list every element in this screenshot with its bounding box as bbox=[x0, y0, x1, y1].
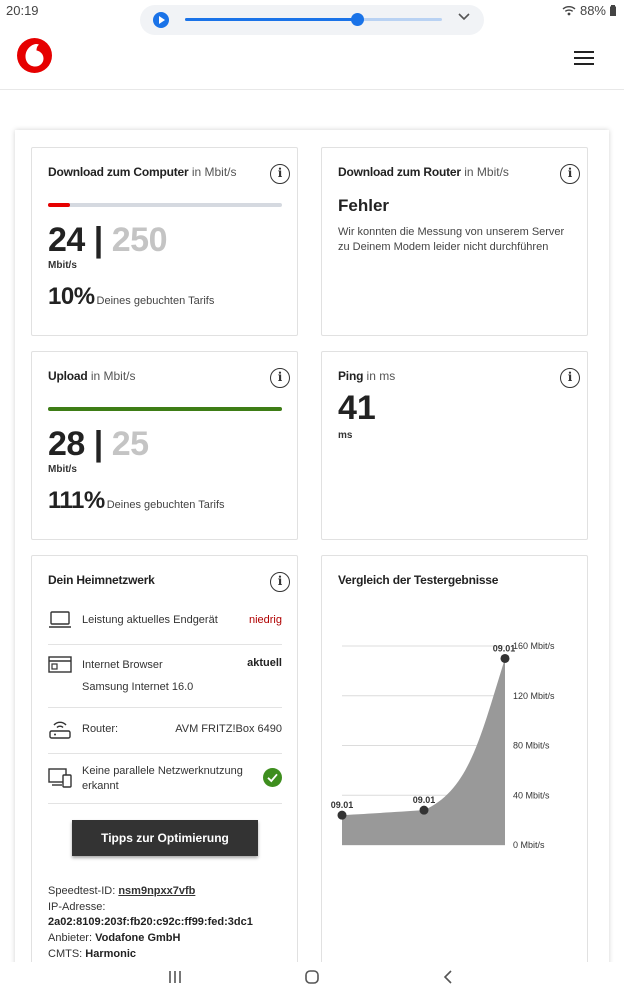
comparison-chart: 160 Mbit/s 120 Mbit/s 80 Mbit/s 40 Mbit/s 0 … bbox=[331, 641, 555, 850]
optimization-tips-button[interactable]: Tipps zur Optimierung bbox=[72, 820, 258, 856]
battery-percent: 88% bbox=[579, 3, 606, 18]
status-current: aktuell bbox=[247, 657, 282, 669]
area-series bbox=[342, 658, 505, 845]
recent-apps-icon[interactable] bbox=[168, 970, 182, 984]
row-label: Router: bbox=[82, 723, 119, 735]
browser-row: Internet Browser aktuell Samsung Interne… bbox=[48, 645, 282, 708]
home-network-card: Dein Heimnetzwerk i Leistung aktuelles E… bbox=[31, 555, 298, 970]
card-title: Ping in ms bbox=[338, 369, 396, 383]
data-point-label: 09.01 bbox=[331, 800, 354, 810]
download-progress-fill bbox=[48, 203, 71, 207]
device-performance-row: Leistung aktuelles Endgerät niedrig bbox=[48, 604, 282, 645]
chevron-down-icon[interactable] bbox=[458, 13, 470, 21]
devices-icon bbox=[48, 768, 72, 788]
router-row: Router: AVM FRITZ!Box 6490 bbox=[48, 708, 282, 754]
ip-label: IP-Adresse: bbox=[48, 901, 106, 913]
measured-value: 28 bbox=[48, 425, 85, 463]
percent-text: Deines gebuchten Tarifs bbox=[96, 295, 215, 307]
upload-progress-fill bbox=[48, 407, 282, 411]
row-label: Leistung aktuelles Endgerät bbox=[82, 614, 218, 626]
speedtest-id-link[interactable]: nsm9npxx7vfb bbox=[118, 885, 196, 897]
value-unit: Mbit/s bbox=[48, 464, 77, 475]
wifi-icon bbox=[562, 6, 576, 16]
provider: Anbieter: Vodafone GmbH bbox=[48, 932, 181, 944]
y-tick-label: 120 Mbit/s bbox=[513, 691, 555, 701]
card-title: Download zum Computer in Mbit/s bbox=[48, 165, 237, 179]
y-tick-label: 40 Mbit/s bbox=[513, 790, 550, 800]
error-title: Fehler bbox=[338, 196, 390, 215]
media-seekbar[interactable] bbox=[185, 13, 442, 26]
card-title: Vergleich der Testergebnisse bbox=[338, 573, 499, 587]
router-icon bbox=[49, 721, 71, 739]
y-tick-label: 160 Mbit/s bbox=[513, 641, 555, 651]
card-title: Dein Heimnetzwerk bbox=[48, 573, 155, 587]
status-time: 20:19 bbox=[6, 3, 39, 18]
upload-progress-bar bbox=[48, 407, 282, 411]
card-title: Download zum Router in Mbit/s bbox=[338, 165, 509, 179]
site-header bbox=[0, 22, 624, 90]
measured-value: 24 bbox=[48, 221, 85, 259]
row-label: Keine parallele Netzwerknutzung erkannt bbox=[82, 765, 243, 792]
y-tick-label: 0 Mbit/s bbox=[513, 840, 545, 850]
booked-value: 250 bbox=[111, 221, 168, 259]
parallel-usage-row: Keine parallele Netzwerknutzung erkannt bbox=[48, 754, 282, 804]
status-right: 88% bbox=[562, 3, 616, 18]
info-icon[interactable]: i bbox=[560, 368, 580, 388]
status-bar: 20:19 88% bbox=[0, 0, 624, 22]
percent-value: 111% bbox=[48, 487, 105, 514]
booked-value: 25 bbox=[111, 425, 149, 463]
download-router-card: Download zum Router in Mbit/s i Fehler W… bbox=[321, 147, 588, 336]
info-icon[interactable]: i bbox=[270, 164, 290, 184]
data-point-label: 09.01 bbox=[493, 643, 516, 653]
data-point bbox=[500, 653, 510, 663]
media-seekbar-knob[interactable] bbox=[351, 13, 365, 26]
data-point-label: 09.01 bbox=[413, 795, 436, 805]
media-seekbar-fill bbox=[185, 18, 358, 21]
percent-row: 10% Deines gebuchten Tarifs bbox=[48, 283, 214, 311]
vodafone-logo[interactable] bbox=[16, 37, 53, 74]
data-point bbox=[419, 805, 429, 815]
upload-values: 28 | 25 bbox=[48, 425, 149, 463]
system-nav-bar bbox=[0, 962, 624, 998]
check-icon bbox=[263, 768, 282, 787]
play-icon[interactable] bbox=[153, 12, 169, 28]
row-label: Internet Browser bbox=[82, 659, 163, 671]
download-computer-card: Download zum Computer in Mbit/s i 24 | 2… bbox=[31, 147, 298, 336]
speedtest-results-panel: Download zum Computer in Mbit/s i 24 | 2… bbox=[15, 130, 609, 970]
download-progress-bar bbox=[48, 203, 282, 207]
card-title: Upload in Mbit/s bbox=[48, 369, 136, 383]
ip-address: 2a02:8109:203f:fb20:c92c:ff99:fed:3dc1 bbox=[48, 916, 253, 928]
battery-icon bbox=[610, 5, 616, 16]
percent-text: Deines gebuchten Tarifs bbox=[106, 499, 225, 511]
info-icon[interactable]: i bbox=[560, 164, 580, 184]
cmts: CMTS: Harmonic bbox=[48, 948, 137, 960]
download-values: 24 | 250 bbox=[48, 221, 168, 259]
media-player bbox=[140, 5, 484, 35]
speedtest-id: Speedtest-ID: nsm9npxx7vfb bbox=[48, 885, 196, 897]
ping-card: Ping in ms i 41 ms bbox=[321, 351, 588, 540]
upload-card: Upload in Mbit/s i 28 | 25 Mbit/s 111% D… bbox=[31, 351, 298, 540]
laptop-icon bbox=[49, 611, 71, 628]
value-unit: Mbit/s bbox=[48, 260, 77, 271]
percent-row: 111% Deines gebuchten Tarifs bbox=[48, 487, 225, 515]
back-icon[interactable] bbox=[442, 970, 456, 984]
router-model: AVM FRITZ!Box 6490 bbox=[175, 723, 282, 735]
y-tick-label: 80 Mbit/s bbox=[513, 741, 550, 751]
ping-value: 41 bbox=[338, 389, 376, 427]
comparison-card: Vergleich der Testergebnisse 160 Mbit/s 1… bbox=[321, 555, 588, 970]
hamburger-menu-icon[interactable] bbox=[574, 51, 594, 65]
data-point bbox=[337, 810, 347, 820]
ping-unit: ms bbox=[338, 430, 353, 441]
browser-icon bbox=[48, 656, 72, 673]
info-icon[interactable]: i bbox=[270, 572, 290, 592]
home-icon[interactable] bbox=[305, 970, 319, 984]
info-icon[interactable]: i bbox=[270, 368, 290, 388]
browser-version: Samsung Internet 16.0 bbox=[82, 681, 194, 693]
status-low: niedrig bbox=[248, 614, 282, 626]
error-text: Wir konnten die Messung von unserem Serv… bbox=[338, 226, 565, 253]
percent-value: 10% bbox=[48, 283, 95, 310]
